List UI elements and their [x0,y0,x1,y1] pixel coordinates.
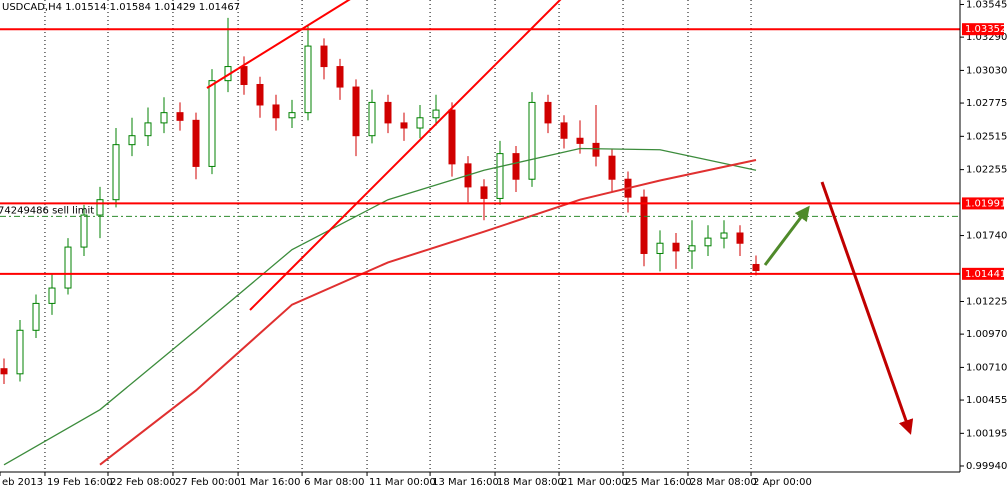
candle-body [96,199,104,216]
candle-body [640,196,648,254]
candle-body [320,45,328,68]
candle-body [64,246,72,289]
y-tick-label: 1.01225 [966,296,1007,307]
x-tick-label: 28 Mar 08:00 [690,477,757,488]
moving-average [3,147,757,466]
level-label: 1.01991 [965,198,1006,209]
y-tick-label: 0.99940 [966,461,1007,472]
trend-line [206,0,351,89]
candle-body [80,214,88,248]
level-tag [962,197,1004,210]
plot: 74249486 sell limit [0,17,960,466]
y-tick-label: 1.02515 [966,131,1007,142]
candle-body [16,329,24,375]
y-tick-label: 1.03545 [966,0,1007,10]
candle-body [144,122,152,137]
candle-body [560,122,568,139]
chart-title: USDCAD,H4 1.01514 1.01584 1.01429 1.0146… [2,2,240,13]
candle-body [48,287,56,304]
candle-body [208,80,216,167]
candle-body [528,101,536,180]
candle-body [416,117,424,129]
candle-body [736,232,744,244]
x-tick-label: 25 Mar 16:00 [625,477,692,488]
candle-body [272,104,280,119]
level-tag [962,23,1004,36]
candle-body [480,186,488,199]
candle-body [368,101,376,137]
y-tick-label: 1.00195 [966,428,1007,439]
candle-body [304,45,312,114]
trend-line [249,0,562,311]
level-label: 1.03352 [965,24,1006,35]
candle-body [192,119,200,167]
y-tick-label: 1.03030 [966,65,1007,76]
candle-body [288,112,296,119]
y-tick-label: 1.02255 [966,165,1007,176]
candle-body [608,155,616,180]
y-tick-label: 1.00970 [966,329,1007,340]
level-label: 1.01441 [965,269,1006,280]
y-tick-label: 1.03290 [966,32,1007,43]
x-tick-label: 1 Mar 16:00 [240,477,300,488]
y-tick-label: 1.00710 [966,362,1007,373]
order-label: 74249486 sell limit [0,205,94,216]
candle-body [512,153,520,180]
candle-body [496,153,504,199]
moving-average [99,159,757,466]
x-tick-label: 22 Feb 08:00 [110,477,176,488]
candle-body [752,263,760,272]
candle-body [240,66,248,85]
x-tick-label: 6 Mar 08:00 [304,477,364,488]
y-tick-label: 1.00455 [966,395,1007,406]
candle-body [32,302,40,331]
level-tag [962,267,1004,280]
candle-body [672,242,680,252]
x-tick-label: 2 Apr 00:00 [753,477,812,488]
candle-body [112,144,120,201]
candle-body [384,101,392,124]
candle-body [544,101,552,124]
candle-body [128,135,136,146]
grid [44,0,752,472]
x-tick-label: 21 Mar 00:00 [561,477,628,488]
candle-body [0,368,8,375]
candle-body [432,109,440,119]
x-tick-label: 11 Mar 00:00 [369,477,436,488]
candle-body [400,122,408,129]
candle-body [336,66,344,88]
candle-body [656,242,664,254]
x-tick-label: 19 Feb 16:00 [47,477,113,488]
x-tick-label: 18 Mar 08:00 [497,477,564,488]
candle-body [160,112,168,124]
candle-body [256,83,264,106]
candle-body [352,86,360,137]
arrow-down [820,181,914,435]
candle-body [592,142,600,157]
candle-body [448,109,456,165]
candle-body [576,137,584,144]
candle-body [688,245,696,252]
x-tick-label: eb 2013 [2,477,43,488]
price-axis [960,0,1007,491]
y-tick-label: 1.01740 [966,231,1007,242]
candle-body [720,232,728,239]
y-tick-label: 1.02775 [966,98,1007,109]
arrow-up [763,205,810,266]
x-tick-label: 27 Feb 00:00 [175,477,241,488]
x-tick-label: 13 Mar 16:00 [432,477,499,488]
candle-body [176,112,184,121]
candle-body [704,237,712,247]
